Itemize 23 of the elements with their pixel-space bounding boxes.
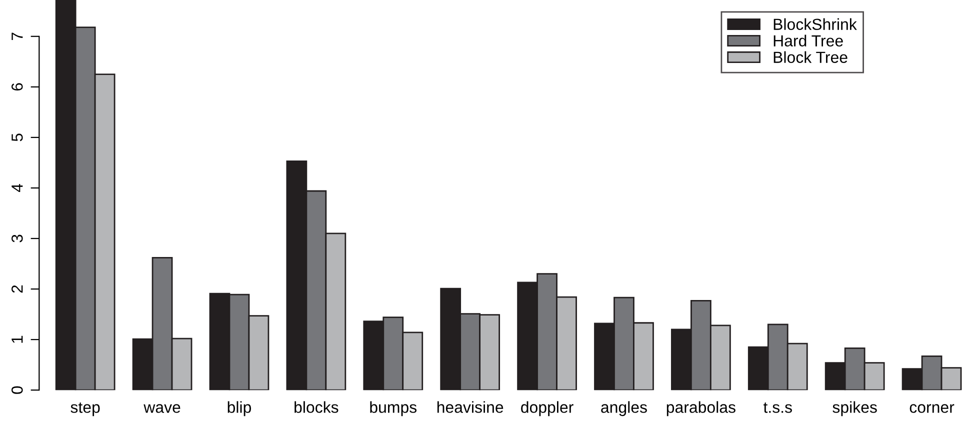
y-tick-label: 7: [12, 32, 23, 40]
y-tick-label: 4: [12, 184, 23, 192]
x-tick-label: parabolas: [666, 401, 736, 416]
y-tick-label: 0: [12, 386, 23, 394]
y-tick-label: 2: [12, 285, 23, 293]
y-tick-label: 5: [12, 134, 23, 142]
y-tick-label: 6: [12, 83, 23, 91]
x-tick-label: step: [70, 402, 100, 416]
x-tick-label: heavisine: [437, 401, 504, 413]
y-tick-label: 3: [12, 234, 23, 242]
x-tick-label: blocks: [294, 401, 338, 413]
x-tick-label: corner: [910, 404, 954, 413]
x-tick-label: spikes: [832, 401, 877, 416]
x-tick-label: t.s.s: [763, 402, 792, 413]
x-tick-label: wave: [144, 404, 180, 413]
legend-label: Block Tree: [774, 51, 848, 63]
x-tick-label: doppler: [521, 401, 574, 416]
y-tick-label: 1: [12, 336, 23, 343]
x-tick-label: angles: [601, 401, 647, 416]
legend-label: BlockShrink: [774, 18, 857, 30]
x-tick-label: blip: [228, 401, 251, 416]
x-tick-label: bumps: [370, 401, 417, 416]
legend-label: Hard Tree: [774, 34, 843, 46]
